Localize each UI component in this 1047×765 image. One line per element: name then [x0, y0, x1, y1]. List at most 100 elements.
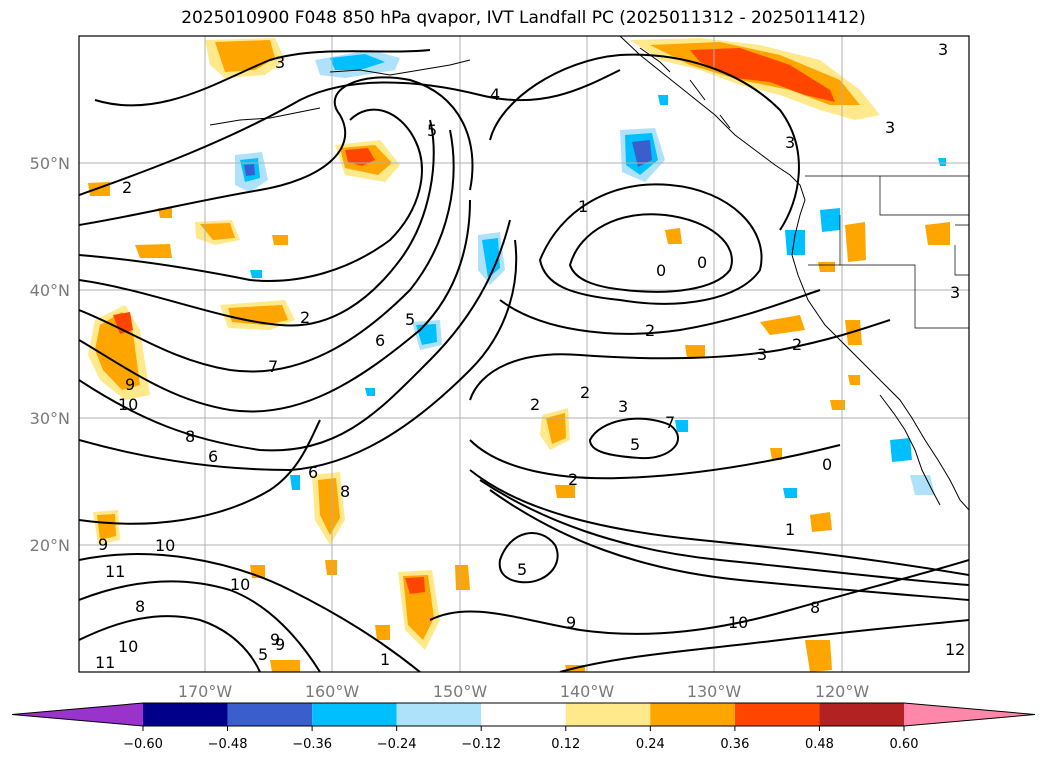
contour-label: 1 [785, 520, 795, 539]
longitude-labels: 170°W 160°W 150°W 140°W 130°W 120°W [178, 682, 870, 701]
colorbar-segment [312, 703, 397, 726]
contour-label: 3 [950, 283, 960, 302]
contour-label: 2 [580, 383, 590, 402]
shade-patch [820, 208, 840, 232]
shade-patch [785, 230, 805, 255]
shade-patch [318, 478, 340, 535]
colorbar-tick-label: −0.60 [123, 737, 163, 752]
contour-label: 8 [185, 427, 195, 446]
lat-tick-label: 40°N [30, 281, 70, 300]
contour-label: 0 [697, 253, 707, 272]
shade-patch [455, 565, 470, 590]
coastline [619, 36, 969, 511]
shade-patch [925, 222, 950, 245]
contour-label: 5 [630, 435, 640, 454]
colorbar-segment [227, 703, 313, 726]
colorbar-segment [396, 703, 482, 726]
shade-patch [345, 148, 375, 166]
colorbar-tick-label: 0.12 [551, 737, 580, 752]
contour-line [94, 49, 431, 107]
contour-label: 3 [275, 53, 285, 72]
contour-line [79, 419, 321, 525]
shade-patch [244, 164, 255, 176]
coastline [329, 59, 471, 76]
shade-patch [375, 625, 390, 640]
contour-label: 6 [375, 331, 385, 350]
contour-label: 11 [95, 653, 115, 672]
latitude-labels: 50°N 40°N 30°N 20°N [30, 154, 70, 555]
contour-line [559, 619, 969, 672]
contour-label: 10 [230, 575, 250, 594]
lon-tick-label: 140°W [560, 682, 615, 701]
contour-label: 4 [490, 85, 500, 104]
contour-line [79, 69, 621, 196]
contour-label: 10 [728, 613, 748, 632]
contour-label: 6 [208, 447, 218, 466]
shade-patch [290, 475, 300, 490]
colorbar-tick-label: −0.36 [292, 737, 332, 752]
contour-label: 1 [578, 197, 588, 216]
shade-patch [770, 448, 782, 460]
contour-label: 5 [517, 560, 527, 579]
shade-patch [365, 388, 375, 396]
shade-patch [848, 375, 860, 385]
contour-label: 3 [757, 345, 767, 364]
shade-patch [158, 208, 172, 218]
colorbar-tick-label: −0.24 [377, 737, 417, 752]
shade-patch [325, 560, 337, 575]
lat-tick-label: 50°N [30, 154, 70, 173]
shade-patch [818, 262, 835, 272]
shade-patch [200, 223, 235, 240]
shade-patch [783, 488, 797, 498]
lat-tick-label: 20°N [30, 536, 70, 555]
contour-line [79, 553, 421, 672]
contour-label: 1 [380, 650, 390, 669]
contour-line [489, 489, 969, 601]
border [879, 176, 969, 216]
contour-label: 0 [656, 261, 666, 280]
contour-label: 7 [268, 357, 278, 376]
contour-label: 5 [258, 645, 268, 664]
shade-patch [760, 315, 805, 335]
colorbar-segment [143, 703, 228, 726]
shade-patch [97, 514, 116, 540]
colorbar-tick-label: 0.60 [890, 737, 919, 752]
coastline [879, 394, 941, 506]
lon-tick-label: 170°W [178, 682, 233, 701]
shade-patch [805, 640, 832, 672]
contour-label: 11 [105, 562, 125, 581]
colorbar-segment [481, 703, 566, 726]
contour-line [79, 119, 435, 327]
colorbar-tick-label: 0.36 [720, 737, 749, 752]
contour-label: 2 [530, 395, 540, 414]
contour-line [79, 76, 474, 226]
border [839, 215, 969, 329]
contour-label: 5 [405, 310, 415, 329]
contour-layer [79, 49, 969, 672]
coastline-layer [209, 36, 969, 511]
contour-line [79, 239, 518, 472]
lat-tick-label: 30°N [30, 409, 70, 428]
shade-patch [938, 158, 946, 166]
shade-patch [685, 345, 705, 358]
contour-line [79, 199, 471, 413]
contour-label: 7 [665, 413, 675, 432]
contour-line [499, 289, 821, 335]
contour-line [79, 219, 511, 452]
contour-line [429, 559, 969, 635]
contour-label: 9 [125, 375, 135, 394]
contour-line [469, 439, 841, 480]
contour-label: 2 [300, 308, 310, 327]
shade-patch [675, 420, 688, 432]
contour-line [79, 615, 261, 672]
colorbar-extend-min [12, 703, 143, 726]
contour-line [489, 53, 800, 231]
contour-label: 12 [945, 640, 965, 659]
colorbar-tick-label: −0.12 [461, 737, 501, 752]
contour-label: 6 [308, 463, 318, 482]
colorbar-segment [734, 703, 820, 726]
colorbar-segment [565, 703, 651, 726]
contour-label-layer: 3 4 5 2 1 0 0 2 2 3 7 6 5 5 8 6 7 2 2 3 … [95, 40, 965, 672]
contour-label: 2 [568, 470, 578, 489]
contour-label: 9 [98, 535, 108, 554]
